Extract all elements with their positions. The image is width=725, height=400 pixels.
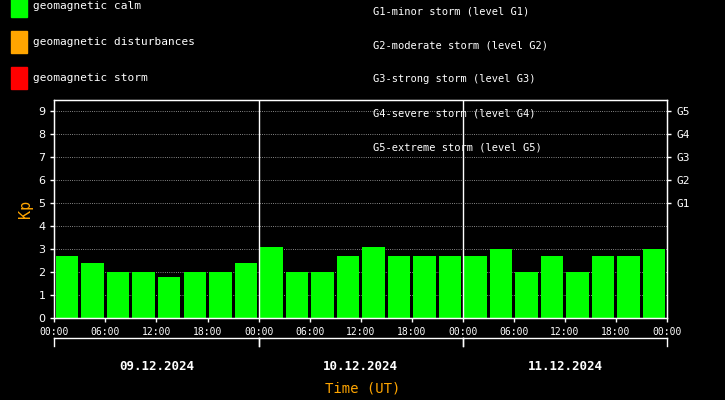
Text: 10.12.2024: 10.12.2024 (323, 360, 398, 373)
Text: G3-strong storm (level G3): G3-strong storm (level G3) (373, 74, 536, 84)
Text: geomagnetic disturbances: geomagnetic disturbances (33, 37, 194, 47)
Text: G2-moderate storm (level G2): G2-moderate storm (level G2) (373, 40, 548, 50)
Bar (618, 256, 640, 318)
Bar (362, 247, 385, 318)
Bar (592, 256, 614, 318)
Bar (311, 272, 334, 318)
Bar (133, 272, 155, 318)
Text: G4-severe storm (level G4): G4-severe storm (level G4) (373, 108, 536, 118)
Bar (515, 272, 538, 318)
Bar (107, 272, 130, 318)
Bar (209, 272, 231, 318)
Bar (643, 249, 666, 318)
Bar (464, 256, 486, 318)
Y-axis label: Kp: Kp (17, 200, 33, 218)
Text: G5-extreme storm (level G5): G5-extreme storm (level G5) (373, 142, 542, 152)
Bar (286, 272, 308, 318)
Bar (81, 263, 104, 318)
Text: geomagnetic calm: geomagnetic calm (33, 1, 141, 11)
Text: G1-minor storm (level G1): G1-minor storm (level G1) (373, 6, 530, 16)
Text: 11.12.2024: 11.12.2024 (527, 360, 602, 373)
Bar (56, 256, 78, 318)
Text: Time (UT): Time (UT) (325, 382, 400, 396)
Bar (413, 256, 436, 318)
Bar (541, 256, 563, 318)
Bar (490, 249, 513, 318)
Bar (439, 256, 461, 318)
Text: geomagnetic storm: geomagnetic storm (33, 73, 147, 83)
Bar (235, 263, 257, 318)
Text: 09.12.2024: 09.12.2024 (119, 360, 194, 373)
Bar (336, 256, 359, 318)
Bar (158, 277, 181, 318)
Bar (260, 247, 283, 318)
Bar (388, 256, 410, 318)
Bar (566, 272, 589, 318)
Bar (183, 272, 206, 318)
